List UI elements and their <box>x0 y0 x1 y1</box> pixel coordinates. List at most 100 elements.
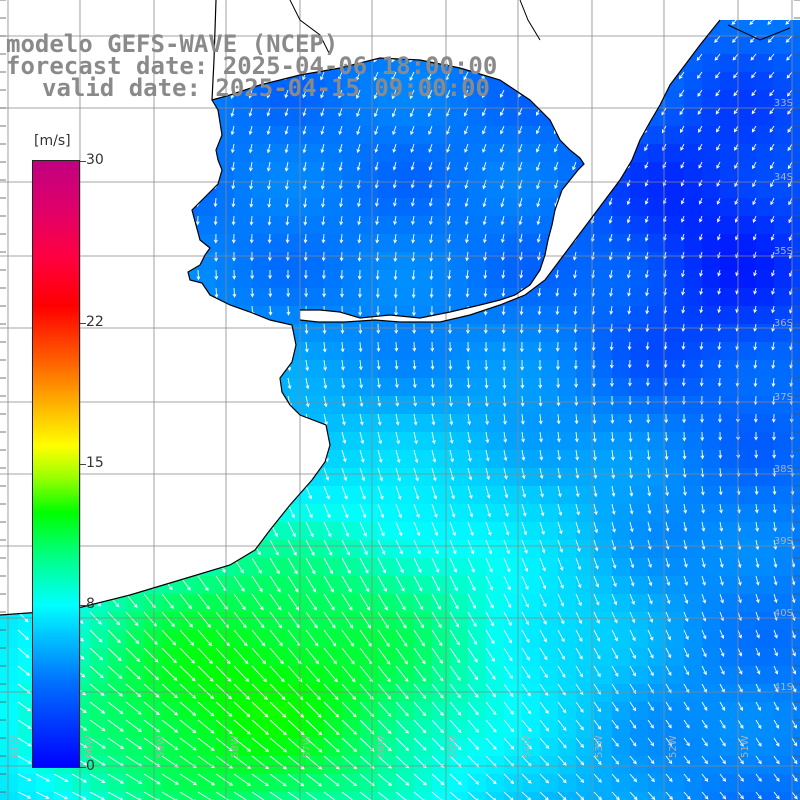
wind-speed-cell <box>198 468 217 487</box>
wind-direction-arrow-icon <box>499 89 505 98</box>
wind-speed-cell <box>0 720 19 739</box>
wind-direction-arrow-icon <box>195 143 199 154</box>
wind-speed-cell <box>288 216 307 235</box>
wind-speed-cell <box>198 774 217 793</box>
wind-direction-arrow-icon <box>304 341 309 353</box>
wind-speed-cell <box>630 180 649 199</box>
wind-direction-arrow-icon <box>625 125 631 134</box>
wind-speed-cell <box>450 360 469 379</box>
wind-speed-cell <box>306 234 325 253</box>
wind-speed-cell <box>432 576 451 595</box>
wind-speed-cell <box>450 162 469 181</box>
wind-direction-arrow-icon <box>431 431 436 445</box>
wind-speed-cell <box>792 126 800 145</box>
wind-speed-cell <box>558 324 577 343</box>
wind-direction-arrow-icon <box>556 413 561 425</box>
wind-speed-cell <box>108 378 127 397</box>
wind-direction-arrow-icon <box>517 71 523 80</box>
wind-direction-arrow-icon <box>754 449 759 459</box>
wind-speed-cell <box>774 180 793 199</box>
wind-speed-cell <box>342 576 361 595</box>
wind-speed-cell <box>486 396 505 415</box>
wind-direction-arrow-icon <box>430 323 434 334</box>
wind-speed-cell <box>648 252 667 271</box>
wind-speed-cell <box>414 162 433 181</box>
wind-direction-arrow-icon <box>502 359 507 371</box>
wind-speed-cell <box>378 486 397 505</box>
wind-speed-cell <box>612 594 631 613</box>
wind-speed-cell <box>234 414 253 433</box>
wind-direction-arrow-icon <box>15 89 19 100</box>
wind-direction-arrow-icon <box>51 107 56 117</box>
wind-speed-cell <box>792 450 800 469</box>
wind-direction-arrow-icon <box>753 341 758 351</box>
wind-speed-cell <box>288 288 307 307</box>
wind-speed-cell <box>594 360 613 379</box>
wind-direction-arrow-icon <box>717 233 721 241</box>
wind-direction-arrow-icon <box>250 269 255 280</box>
wind-speed-cell <box>342 504 361 523</box>
wind-direction-arrow-icon <box>357 215 362 226</box>
wind-speed-cell <box>414 414 433 433</box>
wind-speed-cell <box>702 180 721 199</box>
wind-direction-arrow-icon <box>197 395 202 407</box>
wind-direction-arrow-icon <box>232 287 237 298</box>
wind-speed-cell <box>558 612 577 631</box>
wind-direction-arrow-icon <box>467 449 472 463</box>
wind-direction-arrow-icon <box>700 449 705 460</box>
wind-speed-cell <box>0 774 19 793</box>
wind-speed-cell <box>684 396 703 415</box>
wind-speed-cell <box>522 108 541 127</box>
wind-speed-cell <box>468 252 487 271</box>
wind-direction-arrow-icon <box>17 485 25 497</box>
wind-speed-cell <box>252 378 271 397</box>
wind-speed-cell <box>90 540 109 559</box>
wind-direction-arrow-icon <box>141 197 146 208</box>
wind-speed-cell <box>486 666 505 685</box>
wind-speed-cell <box>126 558 145 577</box>
wind-speed-cell <box>360 144 379 163</box>
wind-speed-cell <box>198 234 217 253</box>
wind-direction-arrow-icon <box>179 521 188 536</box>
wind-speed-cell <box>288 756 307 775</box>
wind-direction-arrow-icon <box>89 341 94 353</box>
wind-speed-cell <box>720 684 739 703</box>
wind-speed-cell <box>630 558 649 577</box>
wind-speed-cell <box>414 576 433 595</box>
wind-speed-cell <box>522 486 541 505</box>
wind-speed-cell <box>234 306 253 325</box>
wind-direction-arrow-icon <box>287 431 293 444</box>
wind-direction-arrow-icon <box>411 287 416 299</box>
wind-speed-cell <box>36 774 55 793</box>
wind-direction-arrow-icon <box>197 359 202 370</box>
wind-direction-arrow-icon <box>626 269 631 279</box>
wind-speed-cell <box>630 720 649 739</box>
wind-direction-arrow-icon <box>305 395 310 408</box>
wind-direction-arrow-icon <box>699 269 703 277</box>
wind-direction-arrow-icon <box>593 449 597 461</box>
wind-speed-cell <box>396 0 415 19</box>
wind-speed-cell <box>324 630 343 649</box>
wind-speed-cell <box>414 612 433 631</box>
wind-direction-arrow-icon <box>161 431 168 444</box>
wind-speed-cell <box>432 198 451 217</box>
wind-speed-cell <box>324 468 343 487</box>
wind-speed-cell <box>0 522 19 541</box>
wind-direction-arrow-icon <box>752 143 757 151</box>
wind-speed-cell <box>504 234 523 253</box>
wind-speed-cell <box>468 378 487 397</box>
wind-speed-cell <box>522 432 541 451</box>
wind-speed-cell <box>666 162 685 181</box>
wind-speed-cell <box>522 180 541 199</box>
wind-speed-cell <box>468 486 487 505</box>
wind-speed-cell <box>666 108 685 127</box>
wind-speed-cell <box>738 216 757 235</box>
wind-speed-cell <box>630 576 649 595</box>
wind-speed-cell <box>378 342 397 361</box>
wind-direction-arrow-icon <box>663 359 668 369</box>
wind-direction-arrow-icon <box>179 377 184 388</box>
wind-speed-cell <box>234 180 253 199</box>
wind-speed-cell <box>756 432 775 451</box>
wind-direction-arrow-icon <box>212 107 217 118</box>
wind-speed-cell <box>216 756 235 775</box>
